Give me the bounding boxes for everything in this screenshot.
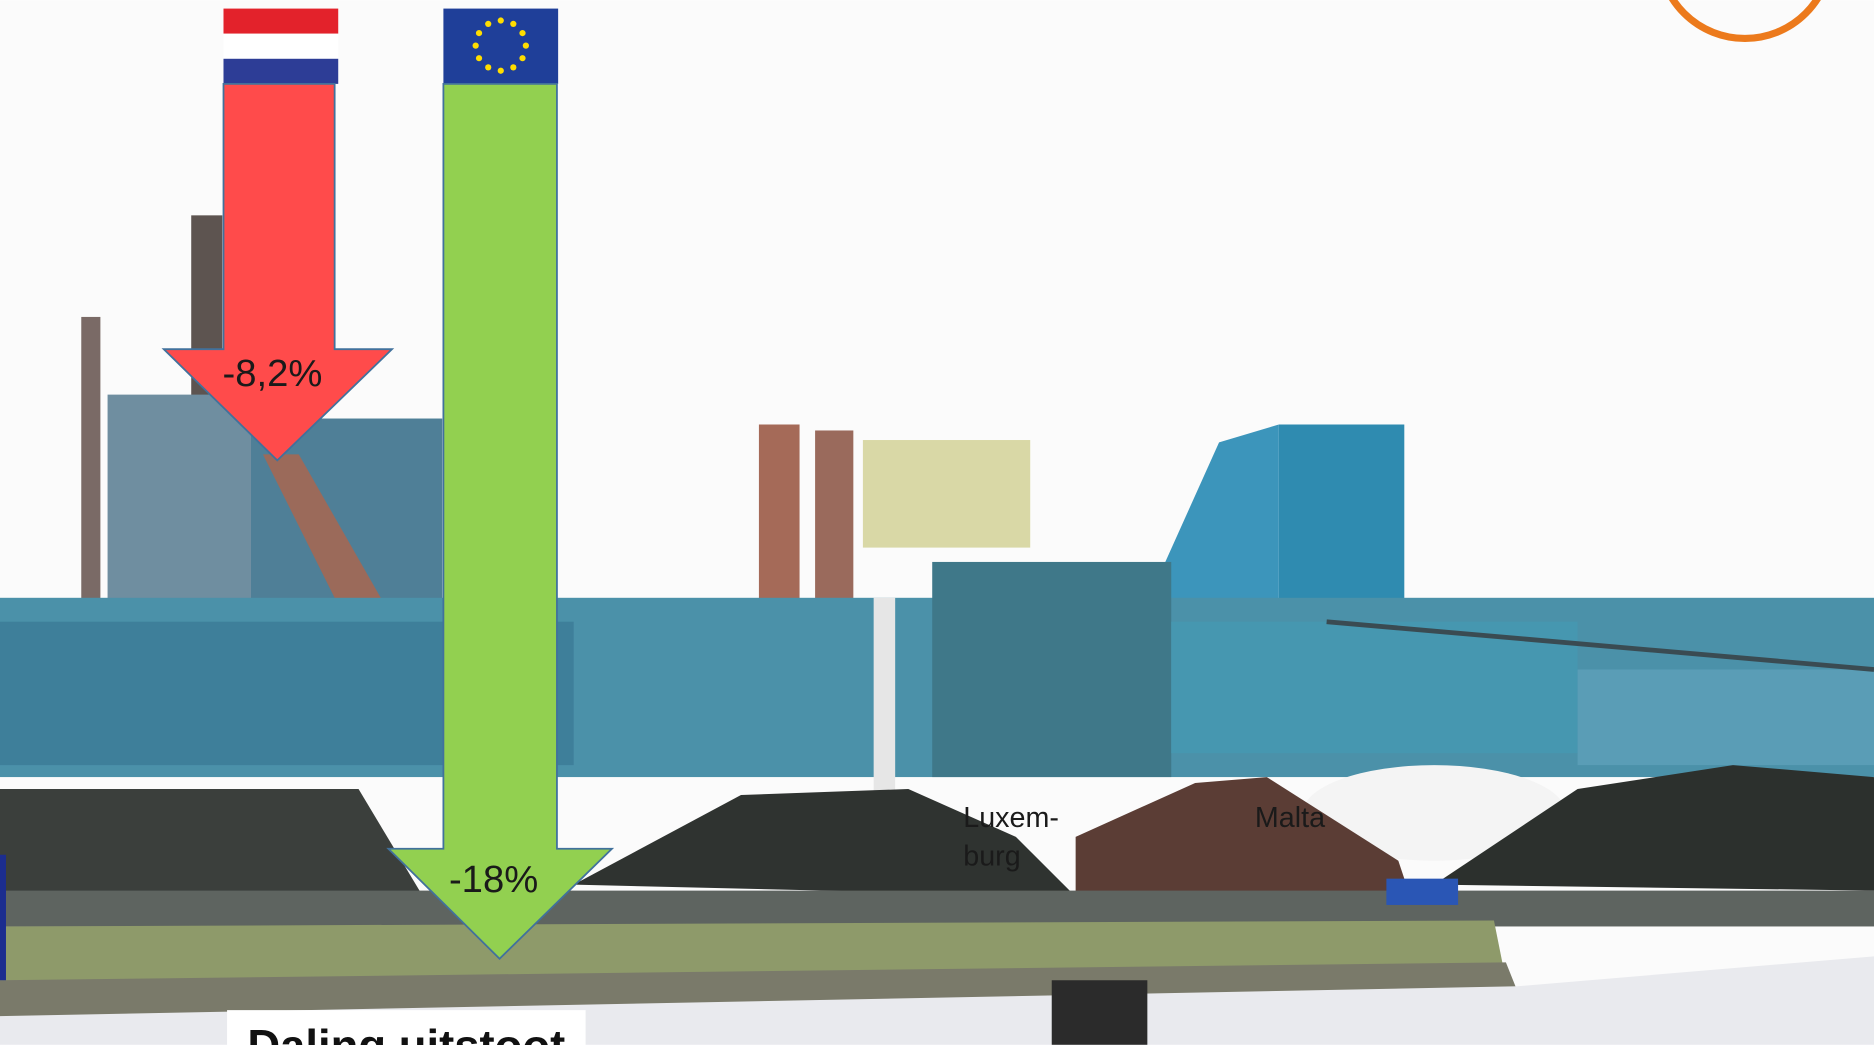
logo-ring [1668,0,1821,43]
eu-star [475,55,483,62]
nl-flag [223,8,339,84]
eu-star [519,29,526,37]
title-box [227,1010,586,1045]
eu-star [485,64,492,71]
slide-title: Daling uitstoot [247,1021,565,1045]
eu-flag [443,8,559,84]
eu-star [475,29,483,37]
eu-star [497,17,504,24]
country-label: Malta [1255,802,1325,834]
eu-star [485,20,492,28]
country-label: burg [963,841,1020,873]
eu-star [497,67,504,74]
arrow-nl [161,82,395,462]
arrow-label: -8,2% [223,352,323,395]
eu-star [472,42,479,49]
country-label: Luxem- [963,802,1059,834]
eu-star [519,55,526,62]
arrow-eu [386,82,615,960]
arrow-label: -18% [449,858,538,901]
eu-star [510,64,517,71]
eu-star [522,42,529,49]
eu-star [510,20,517,28]
